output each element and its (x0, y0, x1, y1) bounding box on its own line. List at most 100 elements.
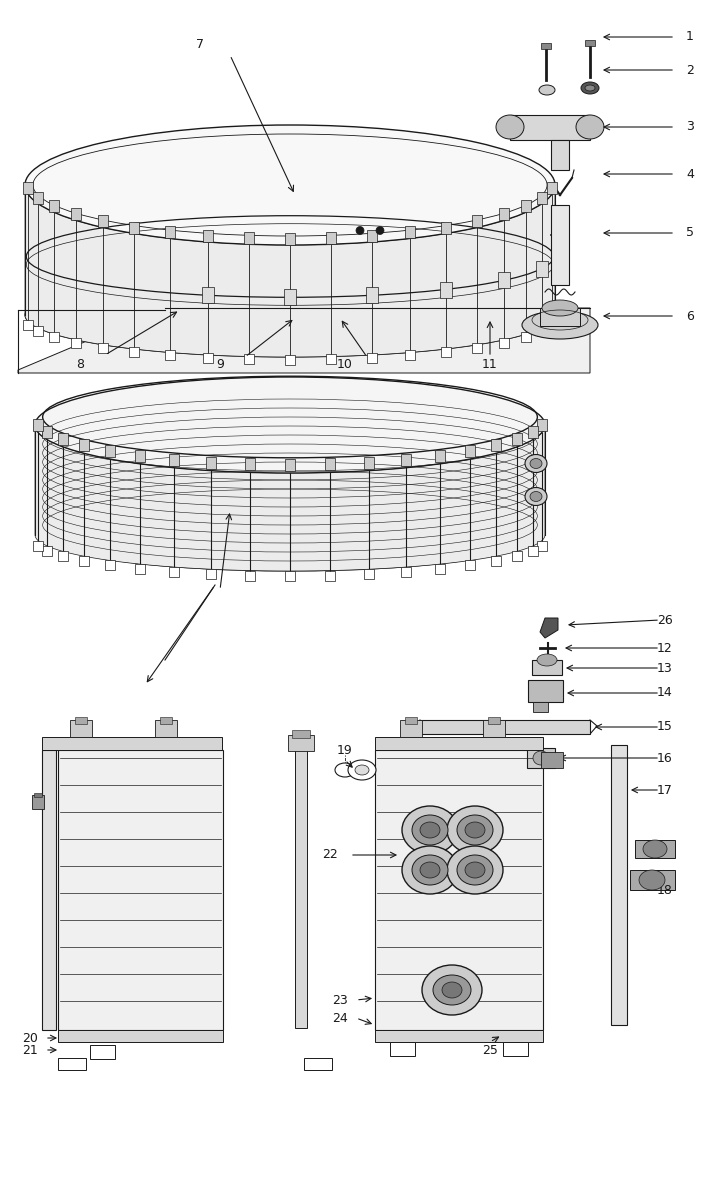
Bar (245, 459, 255, 471)
Text: 7: 7 (196, 38, 204, 52)
Text: 11: 11 (482, 359, 498, 371)
Bar (135, 564, 145, 574)
Bar (537, 418, 547, 430)
Bar (400, 721, 422, 737)
Bar (71, 208, 81, 220)
Bar (512, 432, 522, 444)
Bar (285, 355, 295, 365)
Text: 6: 6 (686, 310, 694, 323)
Ellipse shape (447, 806, 503, 854)
Bar (169, 567, 179, 576)
Bar (49, 331, 59, 342)
Bar (23, 183, 33, 195)
Bar (503, 1042, 528, 1056)
Bar (32, 795, 44, 809)
Bar (71, 337, 81, 347)
Bar (292, 730, 310, 737)
Bar (546, 319, 557, 329)
Text: 22: 22 (322, 848, 338, 861)
Text: 5: 5 (686, 227, 694, 239)
Bar (533, 703, 548, 712)
Bar (488, 717, 500, 724)
Bar (541, 752, 563, 767)
Bar (243, 354, 253, 364)
Bar (630, 870, 675, 890)
Bar (364, 456, 374, 468)
Bar (160, 717, 172, 724)
Text: 9: 9 (216, 359, 224, 371)
Bar (401, 454, 411, 466)
Text: 20: 20 (22, 1032, 38, 1045)
Text: 14: 14 (657, 687, 673, 699)
Text: 18: 18 (657, 884, 673, 896)
Bar (472, 342, 482, 353)
Bar (405, 227, 415, 239)
Bar (58, 1058, 86, 1070)
Text: 3: 3 (686, 120, 694, 133)
Bar (405, 351, 415, 360)
Ellipse shape (465, 821, 485, 838)
Ellipse shape (525, 454, 547, 472)
Ellipse shape (576, 115, 604, 139)
Bar (33, 540, 43, 550)
Text: 24: 24 (332, 1011, 348, 1024)
Ellipse shape (539, 85, 555, 95)
Bar (435, 450, 445, 462)
Text: 8: 8 (76, 359, 84, 371)
Bar (551, 141, 569, 171)
Bar (364, 569, 374, 579)
Bar (405, 717, 417, 724)
Bar (465, 444, 475, 456)
Bar (483, 721, 505, 737)
Bar (500, 337, 509, 347)
Bar (129, 221, 139, 233)
Bar (58, 749, 223, 1030)
Bar (510, 115, 590, 141)
Bar (206, 569, 216, 579)
Text: 4: 4 (686, 167, 694, 180)
Bar (135, 450, 145, 462)
Bar (325, 570, 335, 580)
Bar (155, 721, 177, 737)
Bar (33, 418, 43, 430)
Text: 17: 17 (657, 783, 673, 796)
Bar (441, 221, 451, 233)
Ellipse shape (402, 806, 458, 854)
Ellipse shape (639, 870, 665, 890)
Bar (491, 556, 501, 566)
Polygon shape (35, 425, 545, 570)
Bar (285, 459, 295, 471)
Bar (420, 721, 590, 734)
Bar (528, 426, 538, 438)
Ellipse shape (530, 459, 542, 468)
Bar (75, 717, 87, 724)
Ellipse shape (412, 855, 448, 885)
Bar (165, 227, 175, 239)
Bar (33, 191, 43, 203)
Bar (367, 231, 377, 243)
Bar (98, 342, 107, 353)
Ellipse shape (348, 760, 376, 779)
Text: 2: 2 (686, 64, 694, 77)
Bar (243, 232, 253, 244)
Bar (78, 440, 89, 452)
Bar (500, 208, 509, 220)
Bar (546, 183, 557, 195)
Bar (58, 1030, 223, 1042)
Bar (401, 567, 411, 576)
Ellipse shape (522, 311, 598, 339)
Bar (541, 43, 551, 49)
Bar (104, 444, 114, 456)
Bar (537, 191, 547, 203)
Ellipse shape (643, 839, 667, 858)
Bar (551, 205, 569, 285)
Polygon shape (25, 185, 555, 357)
Ellipse shape (525, 488, 547, 506)
Bar (98, 215, 107, 227)
Ellipse shape (335, 763, 355, 777)
Bar (465, 561, 475, 570)
Bar (304, 1058, 332, 1070)
Bar (70, 721, 92, 737)
Ellipse shape (581, 82, 599, 94)
Ellipse shape (457, 855, 493, 885)
